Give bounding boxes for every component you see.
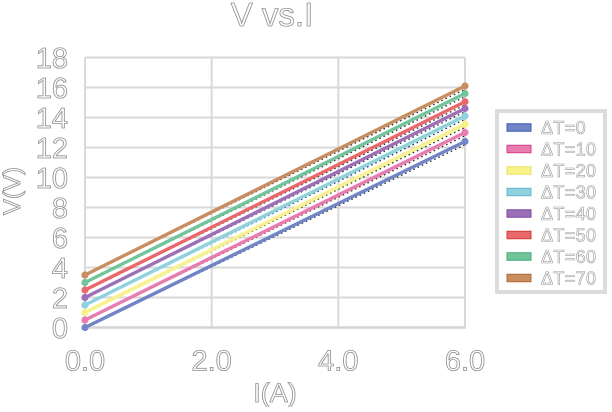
svg-text:I(A): I(A) (253, 378, 297, 407)
svg-text:16: 16 (36, 73, 68, 105)
svg-text:ΔT=70: ΔT=70 (541, 269, 596, 289)
svg-text:14: 14 (36, 103, 68, 135)
svg-text:ΔT=40: ΔT=40 (541, 204, 596, 224)
svg-text:2: 2 (52, 283, 68, 315)
svg-text:0: 0 (52, 313, 68, 345)
svg-text:6: 6 (52, 223, 68, 255)
svg-text:ΔT=30: ΔT=30 (541, 183, 596, 203)
svg-text:0.0: 0.0 (65, 346, 105, 378)
svg-text:ΔT=0: ΔT=0 (541, 118, 586, 138)
svg-text:8: 8 (52, 193, 68, 225)
svg-text:10: 10 (36, 163, 68, 195)
svg-text:2.0: 2.0 (192, 346, 232, 378)
svg-text:18: 18 (36, 43, 68, 75)
svg-text:V vs.I: V vs.I (231, 0, 314, 33)
svg-text:V(V): V(V) (0, 167, 26, 215)
svg-text:4: 4 (52, 253, 68, 285)
svg-text:12: 12 (36, 133, 68, 165)
svg-text:ΔT=10: ΔT=10 (541, 140, 596, 160)
svg-text:4.0: 4.0 (318, 346, 358, 378)
svg-text:ΔT=60: ΔT=60 (541, 247, 596, 267)
svg-text:ΔT=50: ΔT=50 (541, 226, 596, 246)
svg-text:6.0: 6.0 (445, 346, 485, 378)
svg-text:ΔT=20: ΔT=20 (541, 161, 596, 181)
